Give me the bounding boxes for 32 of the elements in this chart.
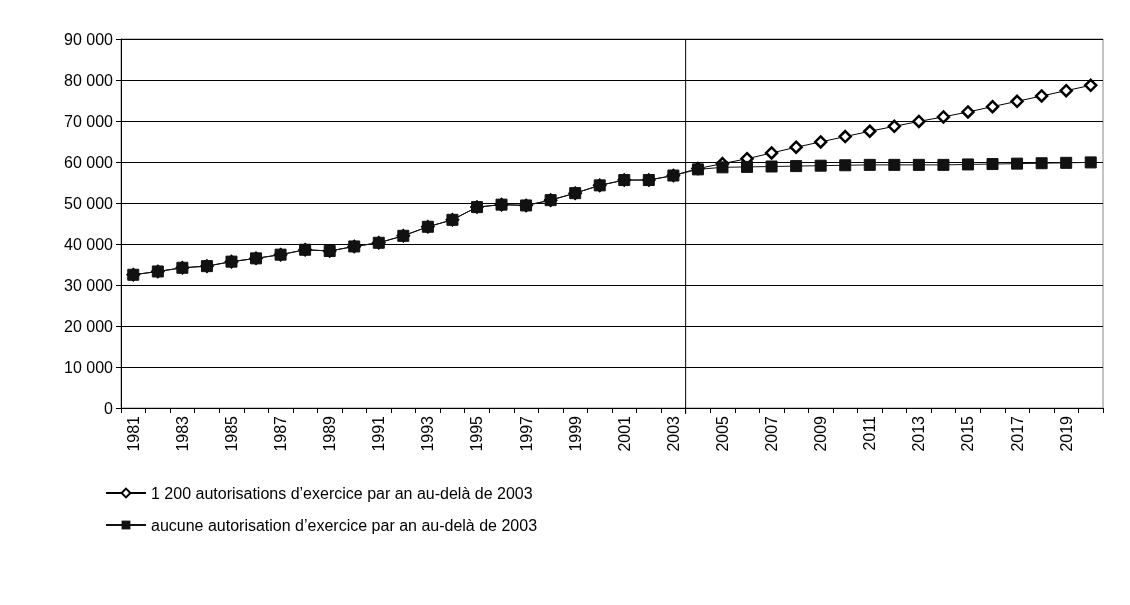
x-tick-label: 1983 <box>173 415 191 452</box>
x-tick-label: 2001 <box>615 415 633 452</box>
y-tick-label: 0 <box>104 399 114 417</box>
x-tick-label: 1993 <box>419 415 437 452</box>
y-tick-label: 30 000 <box>64 276 114 294</box>
y-tick-label: 50 000 <box>64 194 114 212</box>
x-tick-label: 1989 <box>321 415 339 452</box>
x-tick-label: 2013 <box>910 415 928 452</box>
legend-label: 1 200 autorisations d’exercice par an au-delà de 2003 <box>151 484 533 502</box>
x-tick-label: 2003 <box>664 415 682 452</box>
x-tick-label: 1981 <box>124 415 142 452</box>
x-tick-label: 1995 <box>468 415 486 452</box>
y-tick-label: 10 000 <box>64 358 114 376</box>
y-tick-label: 70 000 <box>64 112 114 130</box>
y-tick-label: 60 000 <box>64 153 114 171</box>
y-tick-label: 20 000 <box>64 317 114 335</box>
x-tick-label: 1985 <box>222 415 240 452</box>
x-tick-label: 1991 <box>370 415 388 452</box>
x-tick-label: 2007 <box>763 415 781 452</box>
x-tick-label: 2015 <box>959 415 977 452</box>
x-tick-label: 1999 <box>566 415 584 452</box>
x-tick-label: 1987 <box>272 415 290 452</box>
x-tick-label: 1997 <box>517 415 535 452</box>
x-tick-label: 2005 <box>713 415 731 452</box>
x-tick-label: 2017 <box>1008 415 1026 452</box>
y-tick-label: 40 000 <box>64 235 114 253</box>
legend-label: aucune autorisation d’exercice par an au-delà de 2003 <box>151 516 538 534</box>
y-tick-label: 80 000 <box>64 71 114 89</box>
x-tick-label: 2009 <box>812 415 830 452</box>
y-tick-label: 90 000 <box>64 30 114 48</box>
x-tick-label: 2011 <box>861 415 879 451</box>
x-tick-label: 2019 <box>1057 415 1075 452</box>
